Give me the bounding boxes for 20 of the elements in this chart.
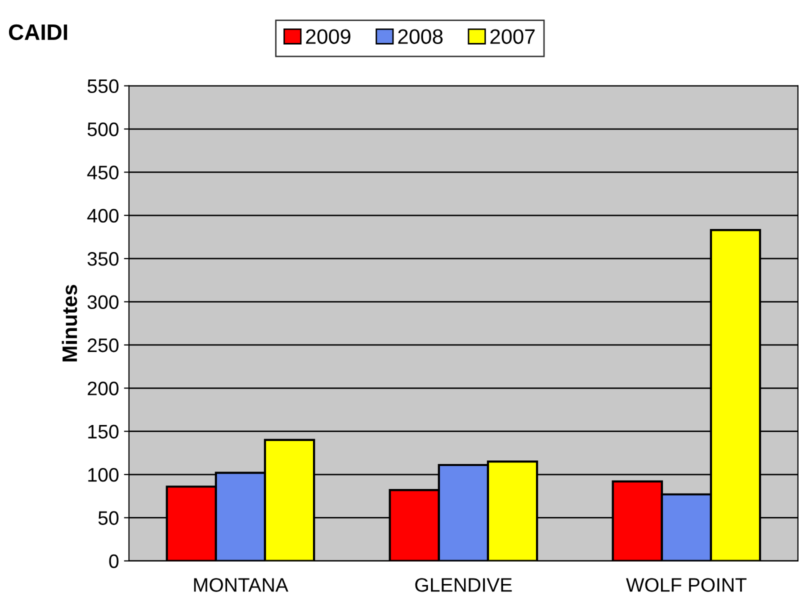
legend-label: 2009 [306,29,350,44]
y-tick-label: 350 [88,252,118,266]
chart-title: CAIDI [8,24,68,40]
y-tick-label: 50 [98,511,118,525]
y-tick-label: 150 [88,424,118,439]
y-tick-label: 550 [88,79,118,94]
y-tick-label: 400 [87,208,118,223]
legend-label: 2007 [490,29,535,44]
y-tick-label: 200 [88,382,118,396]
y-tick-label: 100 [88,468,118,482]
x-tick-label: GLENDIVE [415,578,512,592]
x-tick-label: MONTANA [194,578,288,592]
legend-label: 2008 [398,29,443,44]
y-axis-title: Minutes [62,284,78,362]
y-tick-label: 300 [88,295,118,309]
y-tick-label: 450 [87,166,118,180]
y-tick-label: 0 [109,554,118,568]
y-tick-label: 250 [88,338,118,352]
x-tick-label: WOLF POINT [626,578,746,592]
y-tick-label: 500 [88,122,118,136]
